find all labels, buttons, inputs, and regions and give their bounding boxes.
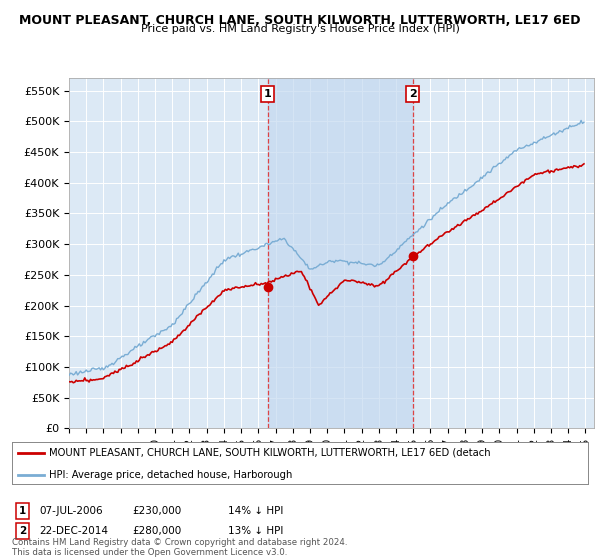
- Text: MOUNT PLEASANT, CHURCH LANE, SOUTH KILWORTH, LUTTERWORTH, LE17 6ED: MOUNT PLEASANT, CHURCH LANE, SOUTH KILWO…: [19, 14, 581, 27]
- Text: Price paid vs. HM Land Registry's House Price Index (HPI): Price paid vs. HM Land Registry's House …: [140, 24, 460, 34]
- Text: 13% ↓ HPI: 13% ↓ HPI: [228, 526, 283, 536]
- Bar: [268, 78, 413, 428]
- Text: 07-JUL-2006: 07-JUL-2006: [39, 506, 103, 516]
- Text: 22-DEC-2014: 22-DEC-2014: [39, 526, 108, 536]
- Text: £230,000: £230,000: [132, 506, 181, 516]
- Text: 1: 1: [19, 506, 26, 516]
- Text: MOUNT PLEASANT, CHURCH LANE, SOUTH KILWORTH, LUTTERWORTH, LE17 6ED (detach: MOUNT PLEASANT, CHURCH LANE, SOUTH KILWO…: [49, 448, 491, 458]
- Text: 14% ↓ HPI: 14% ↓ HPI: [228, 506, 283, 516]
- Text: £280,000: £280,000: [132, 526, 181, 536]
- Text: 1: 1: [264, 88, 272, 99]
- Text: Contains HM Land Registry data © Crown copyright and database right 2024.
This d: Contains HM Land Registry data © Crown c…: [12, 538, 347, 557]
- Text: 2: 2: [409, 88, 416, 99]
- Text: HPI: Average price, detached house, Harborough: HPI: Average price, detached house, Harb…: [49, 470, 293, 480]
- Text: 2: 2: [19, 526, 26, 536]
